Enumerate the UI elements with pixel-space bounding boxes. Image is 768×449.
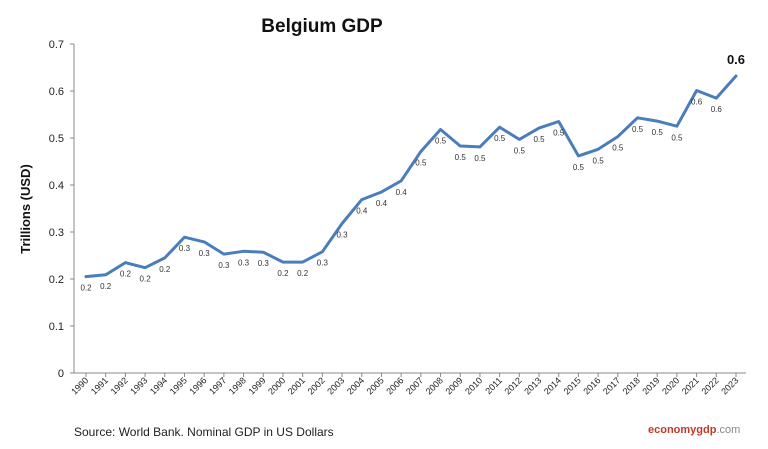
x-tick-label: 2023: [719, 375, 740, 396]
data-label: 0.5: [652, 128, 664, 137]
x-tick-label: 2021: [680, 375, 701, 396]
data-label: 0.5: [435, 137, 447, 146]
brand-part-2: gdp: [696, 424, 717, 436]
x-tick-label: 2004: [345, 375, 366, 396]
data-label: 0.4: [396, 188, 408, 197]
x-tick-label: 2010: [463, 375, 484, 396]
data-label: 0.3: [218, 261, 230, 270]
x-tick-label: 1998: [227, 375, 248, 396]
data-label: 0.5: [632, 125, 644, 134]
data-label: 0.6: [711, 105, 723, 114]
data-label: 0.5: [494, 134, 506, 143]
x-tick-label: 2011: [483, 375, 504, 396]
y-tick-label: 0: [58, 368, 64, 380]
brand-watermark: economygdp.com: [648, 424, 740, 436]
y-axis-ticks: 0 0.1 0.2 0.3 0.4 0.5 0.6 0.7: [49, 39, 74, 380]
data-label: 0.5: [553, 129, 565, 138]
x-tick-label: 1990: [69, 375, 90, 396]
x-tick-label: 2005: [365, 375, 386, 396]
x-tick-label: 1999: [246, 375, 267, 396]
data-label: 0.2: [80, 284, 92, 293]
x-tick-label: 2006: [384, 375, 405, 396]
data-label: 0.5: [612, 144, 624, 153]
x-tick-label: 2007: [404, 375, 425, 396]
data-label: 0.3: [336, 231, 348, 240]
chart-title: Belgium GDP: [261, 16, 383, 37]
y-tick-label: 0.4: [49, 180, 64, 192]
x-tick-label: 2002: [306, 375, 327, 396]
x-tick-label: 1996: [187, 375, 208, 396]
y-tick-label: 0.2: [49, 274, 64, 286]
data-label: 0.2: [277, 269, 289, 278]
x-tick-label: 1992: [109, 375, 130, 396]
data-label: 0.2: [297, 269, 309, 278]
data-label: 0.2: [100, 282, 112, 291]
y-tick-label: 0.1: [49, 321, 64, 333]
x-tick-label: 2003: [325, 375, 346, 396]
data-label: 0.5: [455, 153, 467, 162]
x-tick-label: 2020: [660, 375, 681, 396]
source-note: Source: World Bank. Nominal GDP in US Do…: [74, 425, 334, 439]
x-tick-label: 2019: [640, 375, 661, 396]
data-label: 0.5: [514, 146, 526, 155]
data-label: 0.6: [691, 98, 703, 107]
data-label: 0.3: [238, 258, 250, 267]
data-label: 0.3: [258, 259, 270, 268]
x-tick-label: 2000: [266, 375, 287, 396]
x-tick-label: 2001: [286, 375, 307, 396]
x-tick-label: 2017: [601, 375, 622, 396]
data-label: 0.6: [727, 52, 745, 67]
x-tick-label: 1993: [128, 375, 149, 396]
y-tick-label: 0.5: [49, 133, 64, 145]
x-tick-label: 2012: [503, 375, 524, 396]
x-tick-label: 2013: [522, 375, 543, 396]
data-labels: 0.2 0.2 0.2 0.2 0.2 0.3 0.3 0.3 0.3 0.3 0.2 0.2 0.3 0…: [80, 52, 745, 293]
data-label: 0.5: [593, 156, 605, 165]
data-label: 0.4: [356, 207, 368, 216]
data-label: 0.2: [140, 275, 152, 284]
y-tick-label: 0.3: [49, 227, 64, 239]
y-tick-label: 0.7: [49, 39, 64, 51]
x-tick-label: 2016: [581, 375, 602, 396]
data-label: 0.5: [474, 154, 486, 163]
data-label: 0.4: [376, 199, 388, 208]
x-axis-ticks: 1990199119921993199419951996199719981999…: [69, 373, 740, 397]
data-label: 0.3: [179, 244, 191, 253]
data-label: 0.5: [671, 133, 683, 142]
y-axis-label: Trillions (USD): [18, 164, 33, 254]
data-label: 0.2: [159, 265, 171, 274]
x-tick-label: 1995: [168, 375, 189, 396]
data-label: 0.3: [199, 249, 211, 258]
gdp-series-line: [84, 74, 738, 279]
x-tick-label: 1991: [89, 375, 110, 396]
y-tick-label: 0.6: [49, 86, 64, 98]
x-tick-label: 1997: [207, 375, 228, 396]
x-tick-label: 2022: [699, 375, 720, 396]
data-label: 0.5: [415, 159, 427, 168]
x-tick-label: 2015: [562, 375, 583, 396]
x-tick-label: 2009: [443, 375, 464, 396]
x-tick-label: 1994: [148, 375, 169, 396]
data-label: 0.5: [533, 135, 545, 144]
x-tick-label: 2008: [424, 375, 445, 396]
data-label: 0.3: [317, 259, 329, 268]
line-chart: Belgium GDP Trillions (USD) 00.10.20.30.…: [18, 16, 746, 397]
x-tick-label: 2014: [542, 375, 563, 396]
data-label: 0.5: [573, 163, 585, 172]
data-label: 0.2: [120, 270, 132, 279]
brand-part-1: economy: [648, 424, 697, 436]
brand-part-3: .com: [716, 424, 741, 436]
x-tick-label: 2018: [621, 375, 642, 396]
